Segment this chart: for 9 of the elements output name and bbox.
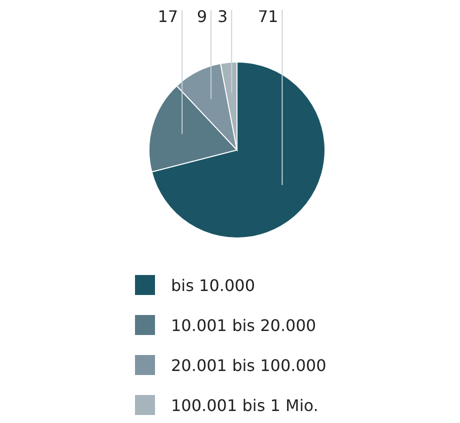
legend-label: 100.001 bis 1 Mio. (171, 396, 318, 415)
legend-label: bis 10.000 (171, 276, 256, 295)
legend-label: 10.001 bis 20.000 (171, 316, 316, 335)
data-label: 71 (258, 7, 278, 26)
data-label: 9 (196, 7, 208, 26)
data-label: 17 (158, 7, 178, 26)
pie-slice (151, 62, 326, 238)
data-label: 3 (217, 7, 228, 26)
legend-label: 20.001 bis 100.000 (171, 356, 326, 375)
